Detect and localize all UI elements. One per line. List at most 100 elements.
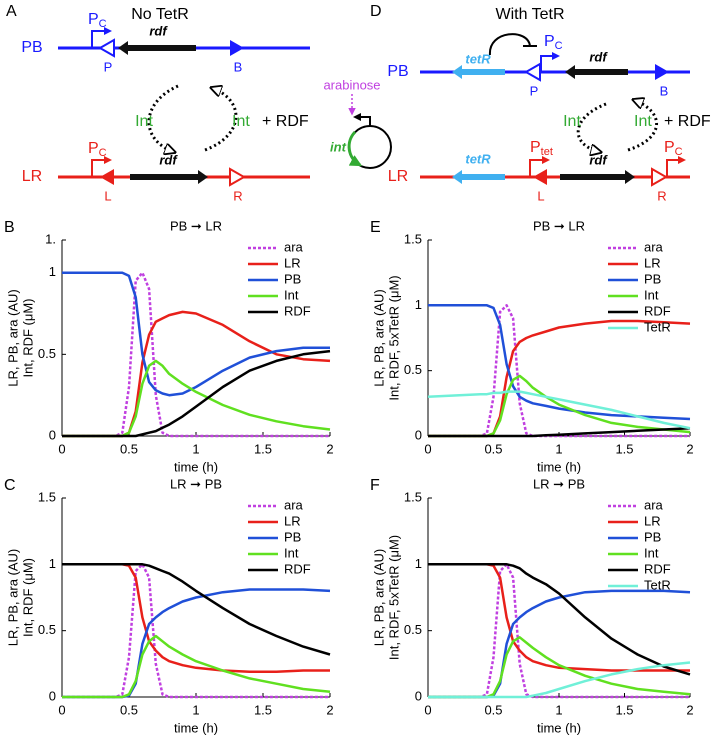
diagram-title: No TetR [131,6,189,23]
promoter-label: PC [664,139,683,158]
legend-label: RDF [284,561,311,576]
x-axis-label: time (h) [174,459,218,474]
promoter-sub: C [675,146,683,158]
site-label: L [104,188,111,203]
panel-label: B [4,219,15,236]
x-tick-label: 2 [686,702,693,717]
series-line [428,589,691,699]
y-tick-label: 0 [415,688,422,703]
y-tick-label: 1 [49,264,56,279]
x-tick-label: 1 [192,702,199,717]
promoter-main: P [530,139,541,156]
panel-label: E [370,219,381,236]
y-axis-label: LR, PB, ara (AU) [371,289,386,387]
promoter-head [678,156,686,164]
att-p [97,38,115,58]
y-tick-label: 1 [415,297,422,312]
diagram-d: D With TetR PB tetR PC P rdf B Int Int +… [370,3,711,203]
lr-label: LR [388,168,408,185]
rdf-label: + RDF [262,113,309,130]
promoter-main: P [88,11,99,28]
series-line [428,563,691,676]
y-axis-label: LR, PB, ara (AU) [5,289,20,387]
site-label: B [660,83,669,98]
legend-label: ara [644,497,664,512]
rdf-gene [560,170,635,184]
x-tick-label: 2 [326,441,333,456]
legend-label: Int [644,287,659,302]
legend-label: LR [644,255,661,270]
y-tick-label: 0 [49,427,56,442]
y-tick-label: 1. [45,231,56,246]
repression [488,33,531,56]
int-label: Int [634,113,652,130]
y-tick-label: 1.5 [404,489,422,504]
x-tick-label: 1.5 [615,702,633,717]
legend-label: Int [644,545,659,560]
legend-label: ara [644,239,664,254]
x-tick-label: 2 [326,702,333,717]
x-tick-label: 0.5 [120,441,138,456]
promoter [361,116,371,126]
att-l [100,169,114,185]
legend-label: LR [644,513,661,528]
att-r [651,167,669,187]
legend-label: Int [284,545,299,560]
x-tick-label: 0.5 [484,702,502,717]
promoter-label: PC [88,11,107,30]
series-line [428,374,691,438]
diagram-title: With TetR [495,6,564,23]
tetr-gene [452,170,505,184]
promoter-sub: C [99,147,107,159]
excision-arrow [627,100,658,152]
chart-title: LR ➞ PB [170,476,222,491]
x-tick-label: 1 [555,702,562,717]
diagram-a: A No TetR PB PC P rdf B Int Int + RDF LR… [6,3,310,203]
plasmid: arabinose int [323,77,392,169]
chart: E PB ➞ LR time (h) LR, PB, ara (AU) Int, RDF… [370,218,694,474]
series-line [62,634,331,699]
lr-label: LR [22,168,42,185]
x-tick-label: 0.5 [120,702,138,717]
x-tick-label: 0 [424,441,431,456]
legend-label: LR [284,255,301,270]
series-line [62,310,331,438]
x-tick-label: 0 [424,702,431,717]
att-b [655,64,669,80]
legend-label: LR [284,513,301,528]
y-tick-label: 0 [415,427,422,442]
gene-label: tetR [465,51,491,66]
promoter-head [104,156,112,164]
int-arrow [147,84,179,152]
panel-label: D [370,3,382,20]
panel-label: C [4,477,16,494]
promoter-label: PC [88,140,107,159]
x-tick-label: 1.5 [254,441,272,456]
legend-label: RDF [284,303,311,318]
promoter-head [542,156,550,164]
promoter-head [104,27,112,35]
series-line [427,390,691,430]
series-line [428,661,691,699]
int-gene [347,130,363,167]
series-line [62,563,331,656]
site-label: B [234,59,243,74]
series-line [428,426,691,438]
chart-title: LR ➞ PB [533,476,585,491]
promoter-label: Ptet [530,139,553,158]
site-label: L [537,188,544,203]
site-label: P [530,83,539,98]
legend-label: TetR [644,319,671,334]
y-axis-label: Int, RDF (μM) [20,299,35,378]
promoter-label: PC [544,33,563,52]
legend-label: TetR [644,577,671,592]
x-tick-label: 0.5 [484,441,502,456]
chart: B PB ➞ LR time (h) LR, PB, ara (AU) Int, RDF… [4,218,334,474]
series-line [428,563,690,699]
chart: C LR ➞ PB time (h) LR, PB, ara (AU) Int, RDF… [4,476,334,735]
legend-label: PB [284,271,301,286]
int-label: Int [563,113,581,130]
y-tick-label: 1.5 [404,231,422,246]
legend-label: ara [284,239,304,254]
rdf-gene [565,65,628,79]
